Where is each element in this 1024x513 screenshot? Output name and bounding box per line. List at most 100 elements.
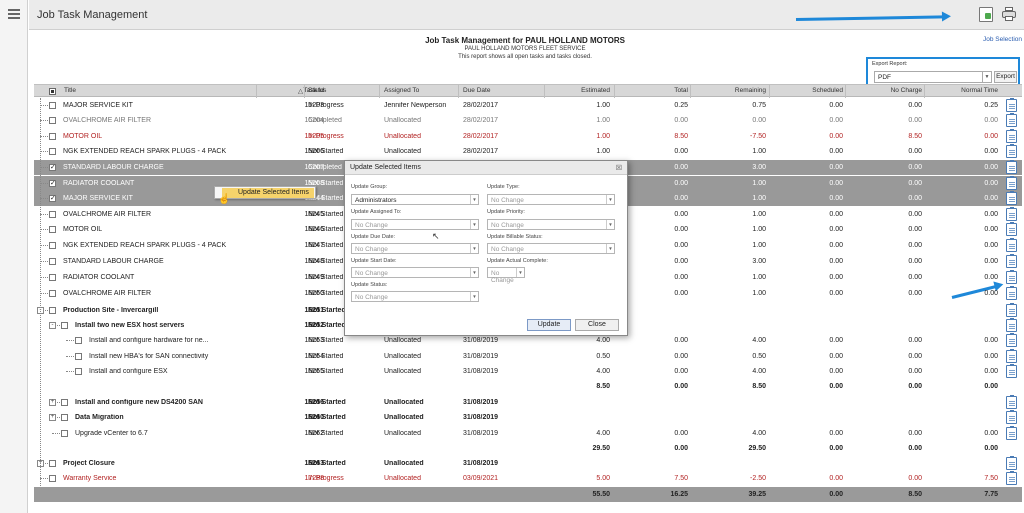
clipboard-icon[interactable] bbox=[1006, 238, 1017, 252]
row-checkbox[interactable] bbox=[61, 430, 68, 437]
collapse-icon[interactable]: - bbox=[49, 322, 56, 329]
clipboard-icon[interactable] bbox=[1006, 471, 1017, 485]
table-row[interactable]: OVALCHROME AIR FILTER 16250 Not Started 0.0… bbox=[34, 286, 1022, 301]
table-row[interactable]: Install and configure hardware for ne...… bbox=[34, 333, 1022, 348]
select-all-checkbox[interactable] bbox=[49, 88, 56, 95]
row-checkbox[interactable] bbox=[49, 148, 56, 155]
row-checkbox[interactable] bbox=[49, 133, 56, 140]
clipboard-icon[interactable] bbox=[1006, 395, 1017, 409]
row-checkbox[interactable] bbox=[49, 226, 56, 233]
row-checkbox[interactable] bbox=[49, 258, 56, 265]
table-row[interactable]: Upgrade vCenter to 6.7 16262 Not Started Un… bbox=[34, 426, 1022, 441]
col-title[interactable]: Title bbox=[64, 87, 77, 94]
clipboard-icon[interactable] bbox=[1006, 222, 1017, 236]
clipboard-icon[interactable] bbox=[1006, 113, 1017, 127]
expand-icon[interactable]: + bbox=[49, 414, 56, 421]
row-checkbox[interactable] bbox=[75, 337, 82, 344]
table-row[interactable]: + Install and configure new DS4200 SAN 162… bbox=[34, 395, 1022, 410]
table-row[interactable]: + Data Migration 16260 Not Started Unallocat… bbox=[34, 410, 1022, 425]
clipboard-icon[interactable] bbox=[1006, 410, 1017, 424]
row-checkbox[interactable] bbox=[49, 117, 56, 124]
row-checkbox[interactable] bbox=[61, 399, 68, 406]
export-button[interactable]: Export bbox=[994, 71, 1017, 83]
col-task-id[interactable]: Task Id bbox=[303, 87, 324, 94]
row-checkbox[interactable] bbox=[61, 322, 68, 329]
update-status-select[interactable]: No Change ▼ bbox=[351, 291, 479, 302]
table-row[interactable]: MOTOR OIL 16246 Not Started 0.00 1.00 0.00 0.0… bbox=[34, 222, 1022, 237]
clipboard-icon[interactable] bbox=[1006, 333, 1017, 347]
col-total[interactable]: Total bbox=[674, 87, 688, 94]
subtotal-row[interactable]: 29.50 0.00 29.50 0.00 0.00 0.00 bbox=[34, 441, 1022, 456]
update-priority-select[interactable]: No Change ▼ bbox=[487, 219, 615, 230]
update-actual-select[interactable]: No Change ▼ bbox=[487, 267, 525, 284]
clipboard-icon[interactable] bbox=[1006, 207, 1017, 221]
subtotal-row[interactable]: 8.50 0.00 8.50 0.00 0.00 0.00 bbox=[34, 379, 1022, 394]
export-icon[interactable] bbox=[979, 7, 993, 22]
row-checkbox[interactable] bbox=[49, 102, 56, 109]
job-selection-link[interactable]: Job Selection bbox=[983, 36, 1023, 43]
row-checkbox[interactable] bbox=[49, 290, 56, 297]
clipboard-icon[interactable] bbox=[1006, 349, 1017, 363]
col-normal-time[interactable]: Normal Time bbox=[961, 87, 998, 94]
clipboard-icon[interactable] bbox=[1006, 98, 1017, 112]
table-row[interactable]: Warranty Service 17288 In Progress Unalloca… bbox=[34, 471, 1022, 486]
update-assigned-select[interactable]: No Change ▼ bbox=[351, 219, 479, 230]
col-no-charge[interactable]: No Charge bbox=[890, 87, 922, 94]
print-icon[interactable] bbox=[1002, 7, 1016, 22]
table-row[interactable]: Install new HBA's for SAN connectivity 16… bbox=[34, 349, 1022, 364]
col-scheduled[interactable]: Scheduled bbox=[812, 87, 843, 94]
row-checkbox[interactable] bbox=[49, 460, 56, 467]
col-remaining[interactable]: Remaining bbox=[734, 87, 766, 94]
row-checkbox[interactable] bbox=[49, 242, 56, 249]
clipboard-icon[interactable] bbox=[1006, 160, 1017, 174]
clipboard-icon[interactable] bbox=[1006, 286, 1017, 300]
dialog-close-icon[interactable]: ☒ bbox=[615, 165, 622, 172]
row-checkbox[interactable] bbox=[49, 307, 56, 314]
row-checkbox[interactable] bbox=[75, 368, 82, 375]
row-checkbox[interactable] bbox=[49, 163, 56, 171]
clipboard-icon[interactable] bbox=[1006, 426, 1017, 440]
row-checkbox[interactable] bbox=[49, 179, 56, 187]
row-checkbox[interactable] bbox=[49, 274, 56, 281]
col-assigned-to[interactable]: Assigned To bbox=[384, 87, 420, 94]
context-menu-update-selected[interactable]: Update Selected Items bbox=[222, 188, 314, 198]
clipboard-icon[interactable] bbox=[1006, 176, 1017, 190]
update-type-select[interactable]: No Change ▼ bbox=[487, 194, 615, 205]
clipboard-icon[interactable] bbox=[1006, 129, 1017, 143]
table-row[interactable]: MOTOR OIL 15205 In Progress Unallocated 28/0… bbox=[34, 129, 1022, 144]
update-due-select[interactable]: No Change ▼ bbox=[351, 243, 479, 254]
clipboard-icon[interactable] bbox=[1006, 303, 1017, 317]
clipboard-icon[interactable] bbox=[1006, 270, 1017, 284]
table-row[interactable]: NGK EXTENDED REACH SPARK PLUGS - 4 PACK 1… bbox=[34, 144, 1022, 159]
close-button[interactable]: Close bbox=[575, 319, 619, 331]
clipboard-icon[interactable] bbox=[1006, 191, 1017, 205]
table-row[interactable]: Install and configure ESX 16255 Not Starte… bbox=[34, 364, 1022, 379]
row-checkbox[interactable] bbox=[75, 353, 82, 360]
clipboard-icon[interactable] bbox=[1006, 254, 1017, 268]
table-row[interactable]: OVALCHROME AIR FILTER 16245 Not Started 0.0… bbox=[34, 207, 1022, 222]
row-checkbox[interactable] bbox=[49, 475, 56, 482]
clipboard-icon[interactable] bbox=[1006, 364, 1017, 378]
clipboard-icon[interactable] bbox=[1006, 318, 1017, 332]
table-row[interactable]: MAJOR SERVICE KIT 15203 In Progress Jennife… bbox=[34, 98, 1022, 113]
col-due-date[interactable]: Due Date bbox=[463, 87, 491, 94]
col-estimated[interactable]: Estimated bbox=[581, 87, 610, 94]
update-group-select[interactable]: Administrators ▼ bbox=[351, 194, 479, 205]
clipboard-icon[interactable] bbox=[1006, 456, 1017, 470]
update-start-select[interactable]: No Change ▼ bbox=[351, 267, 479, 278]
row-checkbox[interactable] bbox=[61, 414, 68, 421]
update-button[interactable]: Update bbox=[527, 319, 571, 331]
export-format-select[interactable]: PDF ▼ bbox=[874, 71, 992, 83]
table-row[interactable]: NGK EXTENDED REACH SPARK PLUGS - 4 PACK 1… bbox=[34, 238, 1022, 253]
row-checkbox[interactable] bbox=[49, 194, 56, 202]
hamburger-icon[interactable] bbox=[8, 9, 20, 19]
table-row[interactable]: STANDARD LABOUR CHARGE 16248 Not Started 0.… bbox=[34, 254, 1022, 269]
row-checkbox[interactable] bbox=[49, 211, 56, 218]
expand-icon[interactable]: + bbox=[49, 399, 56, 406]
table-row[interactable]: RADIATOR COOLANT 16249 Not Started 0.00 1.00… bbox=[34, 270, 1022, 285]
table-row[interactable]: OVALCHROME AIR FILTER 15204 Completed Unall… bbox=[34, 113, 1022, 128]
table-row[interactable]: - Install two new ESX host servers 16252 No… bbox=[34, 318, 1022, 333]
table-row[interactable]: + Project Closure 16263 Not Started Unalloca… bbox=[34, 456, 1022, 471]
update-billable-select[interactable]: No Change ▼ bbox=[487, 243, 615, 254]
col-status[interactable]: Status bbox=[308, 87, 327, 94]
